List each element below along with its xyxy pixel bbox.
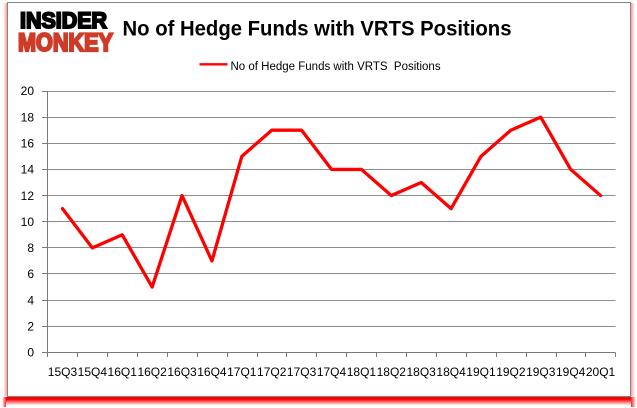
svg-text:MONKEY: MONKEY	[18, 29, 113, 57]
svg-text:4: 4	[27, 293, 34, 307]
svg-text:15Q3: 15Q3	[48, 365, 78, 379]
svg-text:10: 10	[21, 215, 35, 229]
svg-text:16Q2: 16Q2	[137, 365, 167, 379]
svg-text:16: 16	[21, 137, 35, 151]
svg-text:17Q2: 17Q2	[257, 365, 287, 379]
svg-text:19Q1: 19Q1	[466, 365, 496, 379]
svg-text:18: 18	[21, 110, 35, 124]
svg-text:16Q3: 16Q3	[167, 365, 197, 379]
svg-text:15Q4: 15Q4	[78, 365, 108, 379]
svg-text:16Q1: 16Q1	[108, 365, 138, 379]
svg-text:18Q4: 18Q4	[436, 365, 466, 379]
svg-text:8: 8	[27, 241, 34, 255]
svg-text:12: 12	[21, 189, 35, 203]
svg-text:20Q1: 20Q1	[586, 365, 616, 379]
svg-text:19Q3: 19Q3	[526, 365, 556, 379]
svg-text:2: 2	[27, 320, 34, 334]
svg-text:17Q1: 17Q1	[227, 365, 257, 379]
svg-text:16Q4: 16Q4	[197, 365, 227, 379]
svg-text:14: 14	[21, 163, 35, 177]
svg-text:18Q1: 18Q1	[347, 365, 377, 379]
svg-text:19Q2: 19Q2	[496, 365, 526, 379]
svg-text:18Q3: 18Q3	[407, 365, 437, 379]
svg-text:INSIDER: INSIDER	[20, 8, 107, 33]
svg-text:20: 20	[21, 84, 35, 98]
svg-text:17Q4: 17Q4	[317, 365, 347, 379]
svg-text:19Q4: 19Q4	[556, 365, 586, 379]
svg-text:17Q3: 17Q3	[287, 365, 317, 379]
svg-text:18Q2: 18Q2	[377, 365, 407, 379]
svg-text:No of Hedge Funds with VRTS Po: No of Hedge Funds with VRTS Positions	[123, 17, 512, 41]
svg-text:6: 6	[27, 267, 34, 281]
svg-text:No of Hedge Funds with VRTS P: No of Hedge Funds with VRTS Positions	[231, 61, 441, 73]
svg-text:0: 0	[27, 346, 34, 360]
